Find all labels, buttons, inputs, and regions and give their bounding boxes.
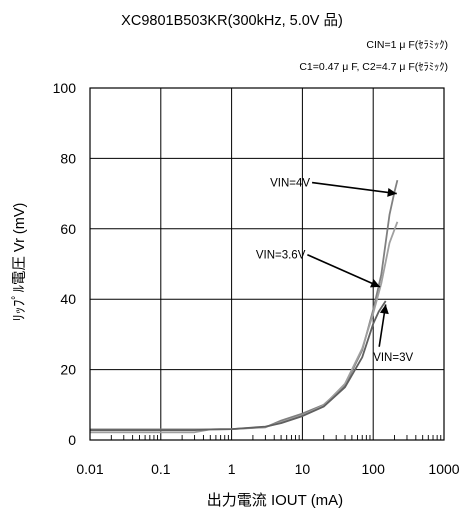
y-tick-label: 0 xyxy=(68,432,76,448)
chart-subtitle-line-1: CIN=1 μ F(ｾﾗﾐｯｸ) xyxy=(366,39,448,51)
annotation-arrow-head xyxy=(379,304,389,315)
annotation-arrow-head xyxy=(370,279,381,288)
annotation-arrow-shaft xyxy=(307,253,381,288)
annotations: VIN=4V VIN=3.6V VIN=3V xyxy=(256,178,414,364)
y-tick-label: 100 xyxy=(53,80,77,96)
y-tick-labels: 0 20 40 60 80 100 xyxy=(53,80,77,448)
annotation-label: VIN=3V xyxy=(373,352,413,364)
x-tick-labels: 0.01 0.1 1 10 100 1000 xyxy=(76,461,459,477)
x-tick-label: 100 xyxy=(362,461,386,477)
annotation-arrow-shaft xyxy=(311,181,397,195)
x-axis-label: 出力電流 IOUT (mA) xyxy=(207,492,343,509)
y-axis-label: ﾘｯﾌﾟﾙ電圧 Vr (mV) xyxy=(11,203,28,322)
grid xyxy=(90,88,444,440)
x-tick-label: 0.1 xyxy=(151,461,171,477)
x-tick-label: 10 xyxy=(295,461,311,477)
x-tick-label: 0.01 xyxy=(76,461,103,477)
x-tick-label: 1000 xyxy=(428,461,459,477)
y-tick-label: 20 xyxy=(60,362,76,378)
series-line-2 xyxy=(90,221,399,434)
annotation-label: VIN=4V xyxy=(270,178,310,190)
annotation-arrow-head xyxy=(387,188,397,197)
y-tick-label: 80 xyxy=(60,150,76,166)
plot-frame xyxy=(89,87,445,441)
annotation-label: VIN=3.6V xyxy=(256,250,306,262)
series-line-3 xyxy=(90,300,387,431)
y-tick-label: 40 xyxy=(60,291,76,307)
x-tick-label: 1 xyxy=(228,461,236,477)
series-group xyxy=(90,179,399,434)
series-line-1 xyxy=(90,179,399,431)
minor-ticks xyxy=(110,435,442,440)
chart-title: XC9801B503KR(300kHz, 5.0V 品) xyxy=(121,12,343,29)
y-tick-label: 60 xyxy=(60,221,76,237)
chart-subtitle-line-2: C1=0.47 μ F, C2=4.7 μ F(ｾﾗﾐｯｸ) xyxy=(299,61,448,73)
